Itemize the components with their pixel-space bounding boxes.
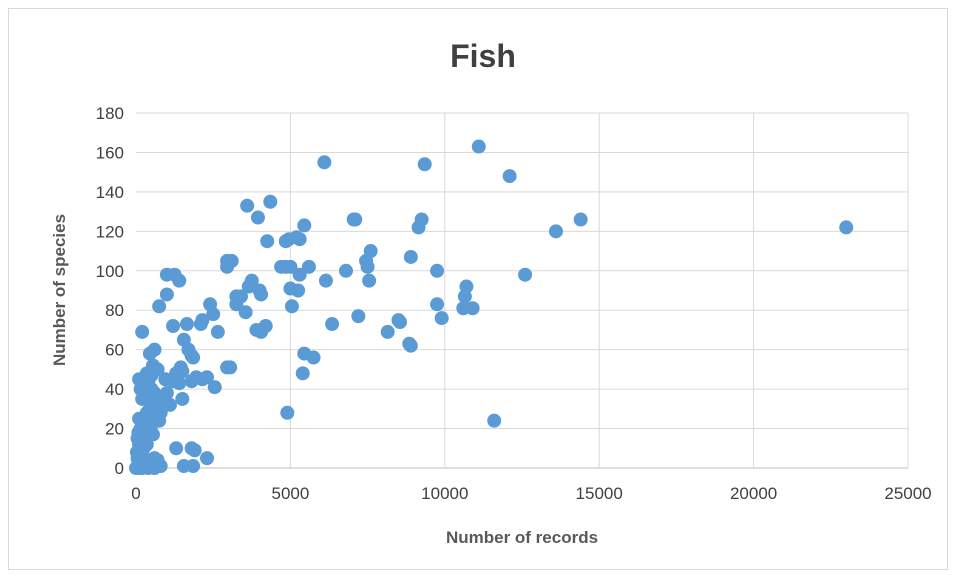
y-tick-label: 120 [96, 222, 124, 241]
y-tick-label: 140 [96, 183, 124, 202]
x-tick-label: 5000 [271, 484, 309, 503]
data-point [278, 234, 293, 249]
data-point [179, 317, 194, 332]
data-point [166, 319, 181, 333]
data-point [254, 287, 269, 302]
data-point [254, 324, 269, 339]
x-tick-label: 15000 [576, 484, 623, 503]
data-point [348, 212, 363, 227]
data-point [518, 267, 533, 282]
x-tick-label: 0 [131, 484, 140, 503]
data-point [430, 297, 445, 312]
chart-frame [8, 8, 948, 570]
data-point [573, 212, 588, 227]
data-point [147, 461, 162, 475]
data-point [318, 273, 333, 288]
data-point [193, 317, 208, 332]
data-point [457, 289, 472, 304]
data-point [411, 220, 426, 235]
data-point [241, 279, 256, 294]
data-point [280, 405, 295, 420]
data-point [238, 305, 253, 320]
data-point [338, 263, 353, 278]
y-tick-label: 80 [105, 301, 124, 320]
data-point [403, 338, 418, 353]
gridlines [136, 112, 909, 469]
data-point [465, 301, 480, 316]
x-axis-label: Number of records [446, 528, 598, 547]
y-tick-label: 60 [105, 341, 124, 360]
data-point [351, 309, 366, 324]
data-points [129, 139, 854, 475]
data-point [229, 297, 244, 312]
data-point [317, 155, 332, 170]
data-point [129, 461, 143, 475]
data-point [362, 273, 377, 288]
data-point [250, 210, 265, 225]
chart-title: Fish [450, 38, 516, 74]
data-point [297, 218, 312, 233]
data-point [135, 324, 150, 339]
x-tick-label: 25000 [884, 484, 931, 503]
data-point [131, 425, 146, 440]
data-point [158, 372, 173, 387]
data-point [169, 441, 184, 456]
data-point [548, 224, 563, 239]
y-axis-ticks: 0 20 40 60 80 100 120 140 160 180 [96, 104, 124, 478]
data-point [430, 263, 445, 278]
data-point [187, 443, 202, 458]
data-point [207, 380, 222, 395]
data-point [325, 317, 340, 332]
data-point [189, 370, 204, 385]
data-point [393, 315, 408, 330]
y-tick-label: 160 [96, 143, 124, 162]
data-point [186, 350, 201, 365]
data-point [129, 445, 144, 460]
data-point [380, 324, 395, 339]
y-tick-label: 0 [115, 459, 124, 478]
data-point [487, 413, 502, 428]
data-point [200, 451, 215, 466]
data-point [306, 350, 321, 365]
data-point [417, 157, 432, 172]
x-tick-label: 20000 [730, 484, 777, 503]
y-tick-label: 20 [105, 420, 124, 439]
data-point [223, 360, 238, 375]
data-point [169, 366, 184, 381]
data-point [292, 267, 307, 282]
data-point [291, 283, 306, 298]
data-point [295, 366, 310, 381]
data-point [210, 324, 225, 339]
x-axis-ticks: 0 5000 10000 15000 20000 25000 [131, 484, 931, 503]
data-point [360, 259, 375, 274]
data-point [502, 169, 517, 184]
data-point [403, 249, 418, 264]
data-point [142, 346, 157, 361]
y-tick-label: 100 [96, 262, 124, 281]
data-point [175, 391, 190, 406]
data-point [260, 234, 275, 249]
data-point [186, 459, 201, 474]
data-point [839, 220, 854, 235]
data-point [240, 198, 255, 213]
data-point [220, 259, 235, 274]
x-tick-label: 10000 [421, 484, 468, 503]
y-tick-label: 40 [105, 380, 124, 399]
data-point [283, 259, 298, 274]
y-tick-label: 180 [96, 104, 124, 123]
data-point [172, 273, 187, 288]
data-point [206, 307, 221, 322]
data-point [471, 139, 486, 154]
data-point [434, 311, 449, 326]
data-point [263, 194, 278, 209]
y-axis-label: Number of species [50, 214, 69, 366]
data-point [284, 299, 299, 314]
data-point [301, 259, 316, 274]
data-point [152, 299, 167, 314]
data-point [159, 287, 174, 302]
